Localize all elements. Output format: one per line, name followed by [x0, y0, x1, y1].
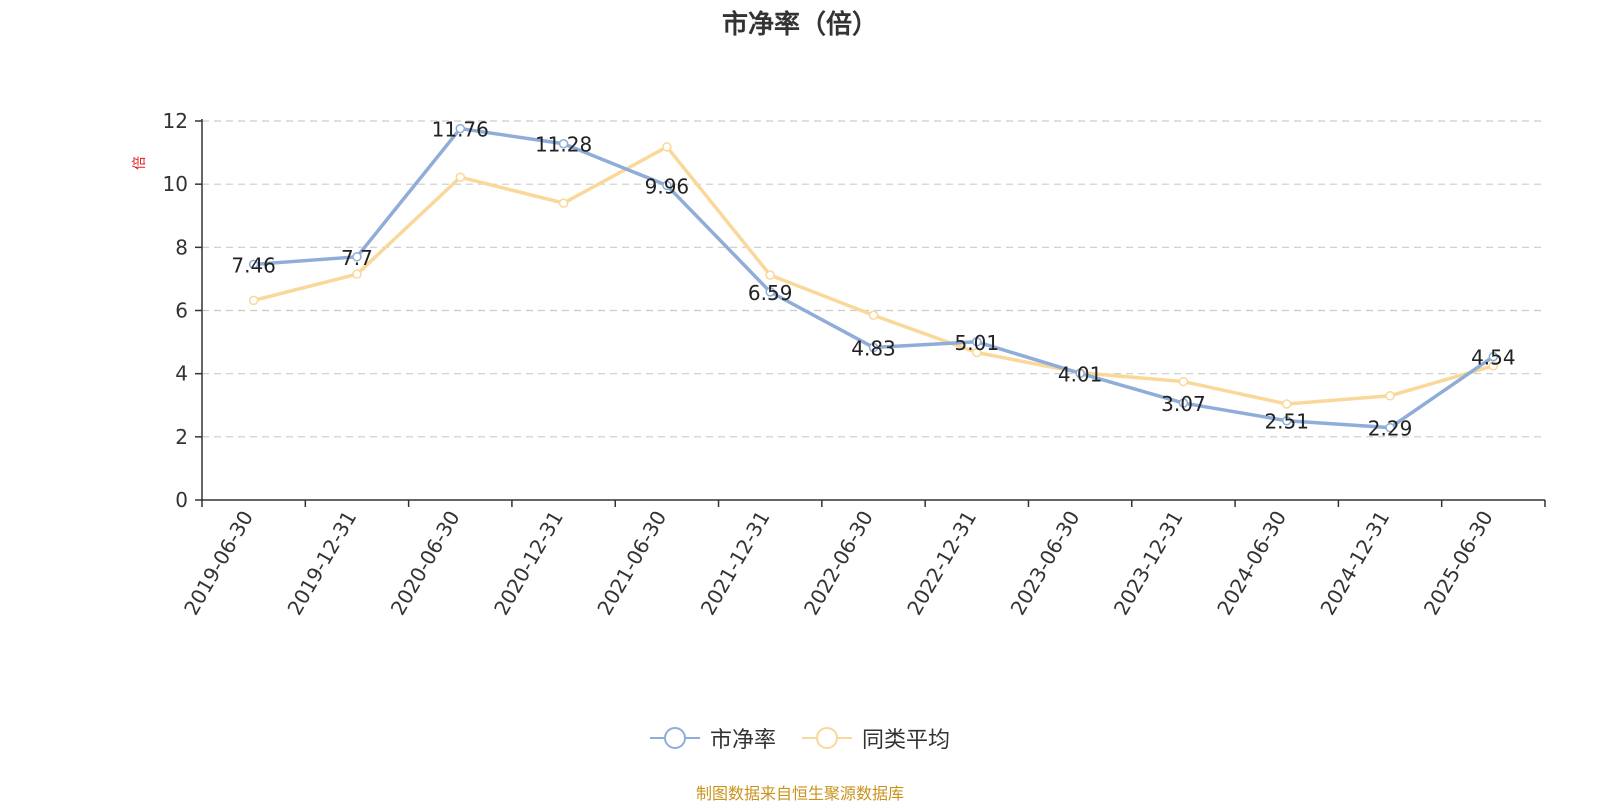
series-1	[248, 142, 1499, 409]
data-label-0-3: 11.28	[535, 133, 592, 157]
series-lines	[248, 123, 1499, 433]
y-unit-label: 倍	[132, 156, 148, 170]
series-0-point-6	[868, 342, 879, 353]
data-label-0-2: 11.76	[432, 118, 489, 142]
y-tick-label-4: 8	[175, 235, 188, 259]
data-label-0-9: 3.07	[1161, 392, 1206, 416]
series-0-point-1	[352, 252, 362, 262]
series-0-point-2	[455, 123, 466, 134]
series-1-point-9	[1178, 376, 1189, 387]
data-label-0-1: 7.7	[341, 246, 373, 270]
y-tick-label-2: 4	[175, 362, 188, 386]
y-tick-label-3: 6	[175, 299, 188, 323]
data-label-0-10: 2.51	[1264, 410, 1309, 434]
series-0-point-3	[558, 138, 569, 149]
series-0-point-5	[765, 287, 775, 297]
series-0-point-4	[662, 180, 672, 191]
series-0-point-9	[1178, 398, 1189, 408]
series-0-point-8	[1075, 368, 1085, 379]
series-0-point-0	[248, 259, 259, 270]
data-labels: 7.46 7.7 11.76 11.28 9.96 6.59 4.83 5.01 4.01 3.0…	[231, 118, 1515, 441]
x-tick-label-2: 2020-06-30	[386, 507, 465, 620]
series-0-point-10	[1281, 415, 1292, 426]
series-0	[248, 123, 1499, 433]
series-1-point-7	[972, 347, 982, 358]
data-label-0-8: 4.01	[1058, 362, 1103, 386]
grid-lines	[202, 120, 1545, 438]
x-tick-label-3: 2020-12-31	[489, 507, 568, 620]
y-tick-label-1: 2	[175, 425, 188, 449]
legend-swatch-1	[802, 727, 852, 749]
data-label-0-4: 9.96	[645, 174, 690, 198]
series-0-point-11	[1385, 422, 1395, 433]
y-tick-label-6: 12	[163, 109, 188, 133]
legend-label-1: 同类平均	[862, 728, 951, 753]
x-tick-label-9: 2023-12-31	[1109, 507, 1188, 620]
series-1-point-12	[1488, 361, 1499, 371]
x-tick-label-11: 2024-12-31	[1315, 507, 1394, 620]
series-1-point-0	[248, 295, 259, 306]
chart-title: 市净率（倍）	[721, 10, 878, 40]
legend: 市净率 同类平均	[0, 722, 1600, 754]
x-tick-label-6: 2022-06-30	[799, 507, 878, 620]
data-label-0-7: 5.01	[955, 331, 1000, 355]
x-tick-label-8: 2023-06-30	[1006, 507, 1085, 620]
legend-marker-1	[816, 727, 838, 749]
x-tick-label-1: 2019-12-31	[282, 507, 361, 620]
data-label-0-0: 7.46	[231, 253, 276, 277]
x-tick-label-0: 2019-06-30	[179, 507, 258, 620]
y-tick-label-0: 0	[175, 488, 188, 512]
series-1-point-2	[455, 172, 466, 182]
data-label-0-12: 4.54	[1471, 346, 1516, 370]
series-1-point-11	[1385, 391, 1395, 401]
series-line-0	[253, 126, 1495, 430]
x-tick-label-4: 2021-06-30	[592, 507, 671, 620]
series-line-1	[253, 145, 1494, 406]
data-label-0-11: 2.29	[1368, 417, 1413, 441]
legend-item-0[interactable]: 市净率	[649, 722, 776, 754]
y-tick-label-5: 10	[163, 172, 188, 196]
series-1-point-10	[1281, 399, 1292, 409]
x-tick-label-5: 2021-12-31	[696, 507, 775, 620]
legend-label-0: 市净率	[709, 728, 776, 753]
series-1-point-5	[765, 270, 775, 280]
x-tick-label-10: 2024-06-30	[1212, 507, 1291, 620]
series-1-point-1	[352, 269, 362, 279]
legend-swatch-0	[649, 727, 700, 749]
series-1-point-6	[868, 310, 879, 320]
series-1-point-4	[662, 142, 672, 152]
series-1-point-3	[558, 198, 569, 208]
series-0-point-12	[1488, 351, 1499, 362]
legend-item-1[interactable]: 同类平均	[802, 722, 950, 754]
legend-marker-0	[663, 727, 686, 749]
x-tick-label-12: 2025-06-30	[1419, 507, 1498, 620]
data-label-0-6: 4.83	[851, 336, 896, 360]
series-0-point-7	[972, 337, 982, 347]
x-tick-label-7: 2022-12-31	[902, 506, 981, 619]
axes: 0 2 4 6 8 10 12 2019-06-30 2019-12-31 2020-06-30 2…	[163, 109, 1546, 620]
data-label-0-5: 6.59	[748, 281, 793, 305]
source-note: 制图数据来自恒生聚源数据库	[695, 784, 904, 803]
